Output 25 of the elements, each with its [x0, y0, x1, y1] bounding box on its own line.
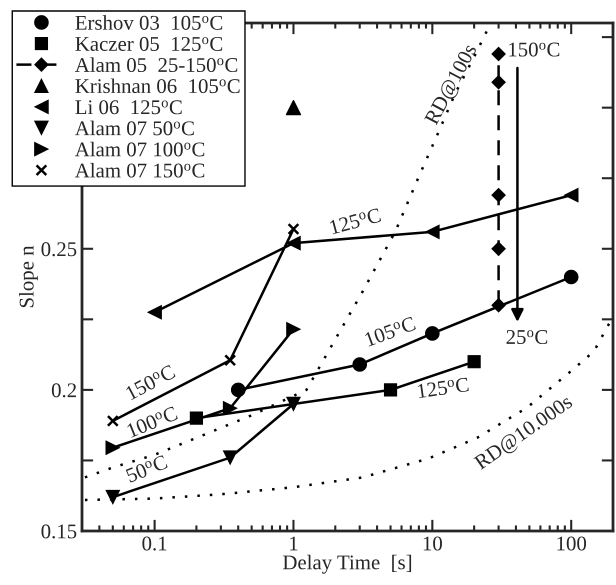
- annotation: 105$^{o}$C: [364, 316, 416, 347]
- legend-label: Ershov 03 105$^{o}$C: [75, 15, 222, 30]
- annotation: 100$^{o}$C: [126, 406, 178, 438]
- x-tick-label: 10: [424, 536, 442, 551]
- annotation: 150$^{o}$C: [509, 42, 560, 57]
- annotation: 25$^{o}$C: [506, 330, 548, 344]
- legend-label: Alam 07 150$^{o}$C: [74, 162, 204, 178]
- y-axis-title: Slope n: [19, 246, 38, 308]
- legend-label: Alam 07 50$^{o}$C: [74, 120, 194, 136]
- legend-label: Alam 05 25-150$^{o}$C: [74, 57, 238, 72]
- x-axis-title: Delay Time [s]: [282, 554, 412, 574]
- legend-label: Kaczer 05 125$^{o}$C: [75, 36, 222, 51]
- legend-label: Krishnan 06 105$^{o}$C: [75, 78, 240, 94]
- x-tick-label: 1: [290, 536, 298, 550]
- legend-label: Li 06 125$^{o}$C: [75, 100, 182, 114]
- y-tick-label: 0.2: [52, 383, 76, 398]
- x-tick-label: 0.1: [142, 536, 166, 551]
- x-tick-label: 100: [557, 536, 586, 551]
- y-tick-label: 0.25: [41, 242, 76, 256]
- y-tick-label: 0.15: [41, 524, 76, 539]
- annotation: 150$^{o}$C: [124, 364, 176, 400]
- legend-label: Alam 07 100$^{o}$C: [74, 142, 204, 156]
- annotation: 125$^{o}$C: [417, 377, 469, 398]
- annotation: 125$^{o}$C: [329, 208, 382, 234]
- annotation: 50$^{o}$C: [125, 454, 168, 483]
